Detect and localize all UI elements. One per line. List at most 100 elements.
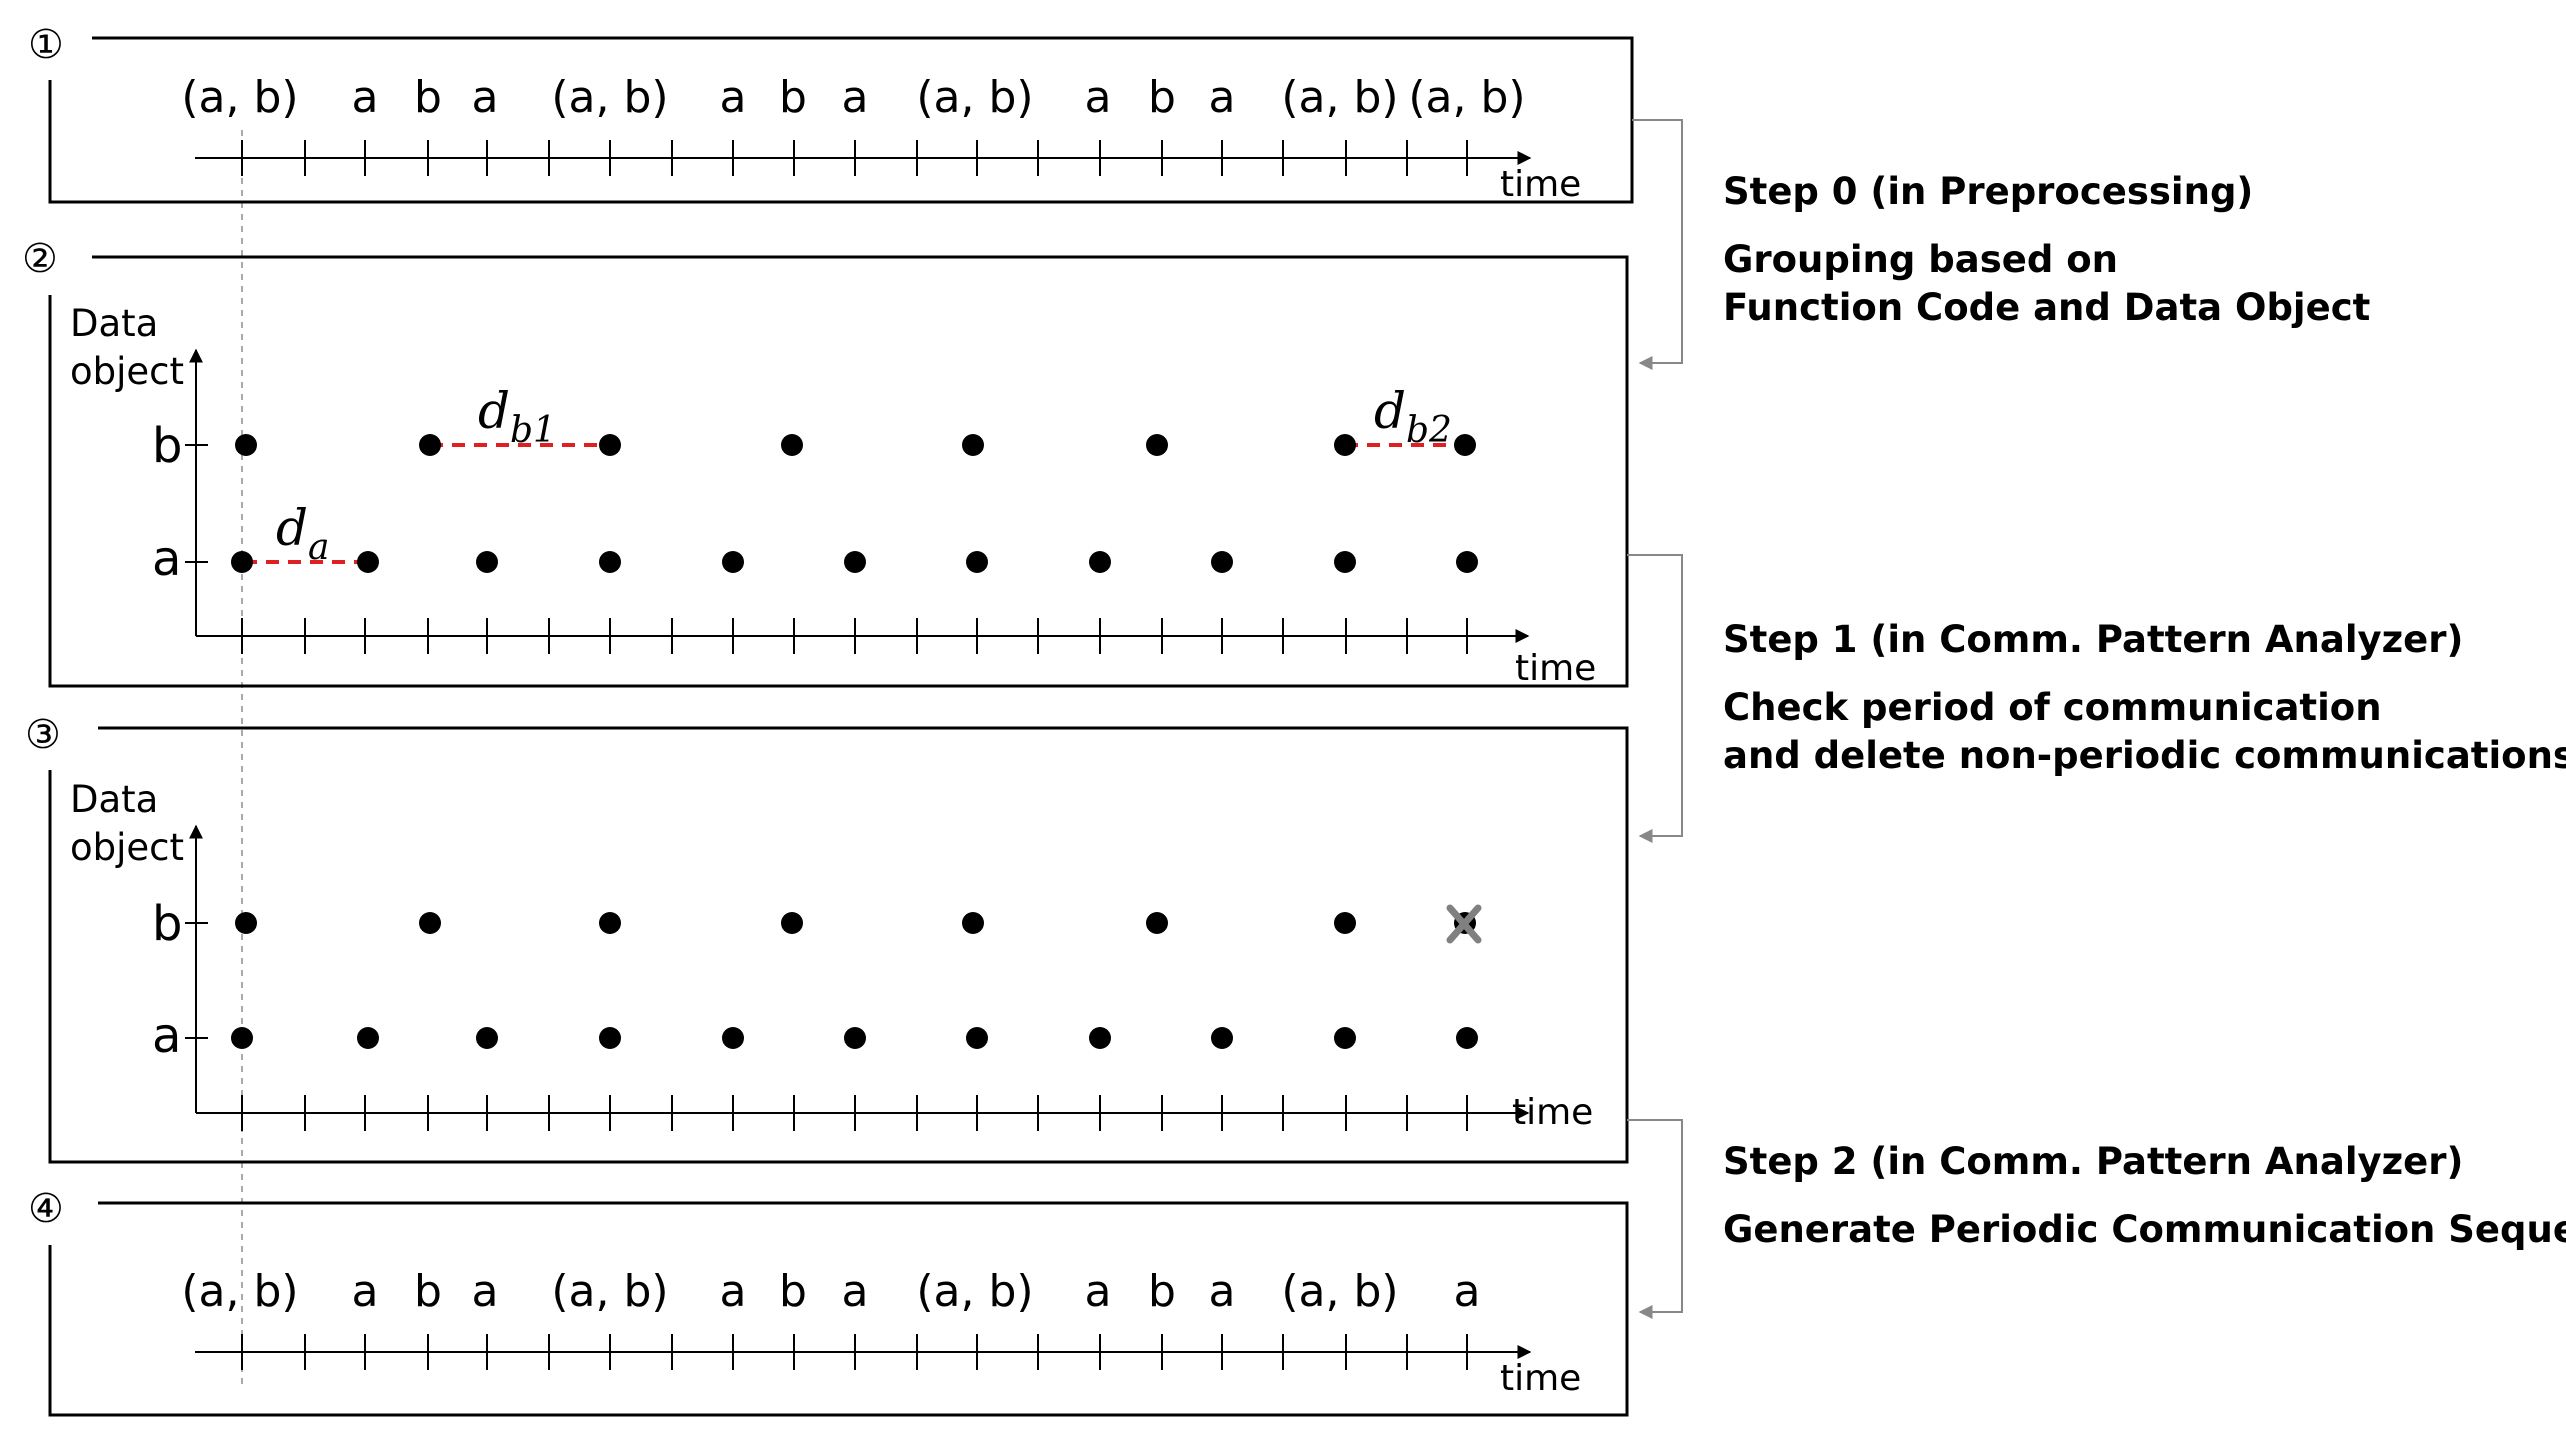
step-1-description: Step 1 (in Comm. Pattern Analyzer) Check…	[1723, 618, 2566, 777]
panel-2-ticks	[241, 618, 1468, 654]
event-point-b	[235, 434, 257, 456]
sequence-item: (a, b)	[551, 72, 668, 123]
panel-2: ② Data object b a da db1 db2 time	[22, 236, 1629, 689]
event-point-a	[1334, 1027, 1356, 1049]
sequence-item: (a, b)	[1281, 1266, 1398, 1317]
event-point-a	[357, 1027, 379, 1049]
step-1-desc-line1: Check period of communication	[1723, 686, 2382, 729]
step-2-connector-arrow	[1627, 1119, 1683, 1319]
panel-2-points	[231, 434, 1478, 573]
event-point-a	[1456, 551, 1478, 573]
event-point-a	[1211, 551, 1233, 573]
panel-4-frame	[48, 1201, 1629, 1417]
sequence-item: (a, b)	[916, 1266, 1033, 1317]
event-point-a	[599, 551, 621, 573]
event-point-b	[1146, 912, 1168, 934]
panel-4-sequence: (a, b) a b a (a, b) a b a (a, b) a b a (a, b) a	[181, 1266, 1480, 1317]
panel-4: ④ (a, b) a b a (a, b) a b a (a, b) a b a (a, b) a tim…	[28, 1186, 1629, 1417]
event-point-a	[476, 551, 498, 573]
panel-3-number: ③	[25, 712, 61, 758]
step-0-desc-line1: Grouping based on	[1723, 238, 2118, 281]
step-0-desc-line2: Function Code and Data Object	[1723, 286, 2370, 329]
panel-2-time-label: time	[1515, 648, 1596, 689]
event-point-a	[966, 551, 988, 573]
event-point-a	[722, 1027, 744, 1049]
event-point-b	[1454, 434, 1476, 456]
distance-db1-label: db1	[478, 382, 556, 451]
event-point-b	[1334, 912, 1356, 934]
sequence-item: a	[1085, 72, 1112, 123]
event-point-a	[722, 551, 744, 573]
step-2-description: Step 2 (in Comm. Pattern Analyzer) Gener…	[1723, 1140, 2566, 1251]
event-point-b	[235, 912, 257, 934]
step-1-title: Step 1 (in Comm. Pattern Analyzer)	[1723, 618, 2463, 661]
event-point-a	[966, 1027, 988, 1049]
distance-db2-label: db2	[1374, 382, 1452, 451]
step-2-title: Step 2 (in Comm. Pattern Analyzer)	[1723, 1140, 2463, 1183]
sequence-item: b	[779, 72, 807, 123]
panel-1-ticks	[241, 140, 1468, 176]
event-point-b	[781, 434, 803, 456]
sequence-item: (a, b)	[551, 1266, 668, 1317]
panel-2-y-axis-label-line1: Data	[70, 302, 158, 345]
event-point-b	[419, 912, 441, 934]
panel-2-row-label-a: a	[152, 531, 181, 587]
sequence-item: (a, b)	[1281, 72, 1398, 123]
event-point-a	[476, 1027, 498, 1049]
event-point-b	[1334, 434, 1356, 456]
step-1-connector-arrow	[1627, 554, 1683, 843]
panel-1-number: ①	[28, 22, 64, 68]
panel-3-row-label-a: a	[152, 1008, 181, 1064]
sequence-item: a	[352, 1266, 379, 1317]
panel-3-row-label-b: b	[152, 896, 182, 952]
panel-1-sequence: (a, b) a b a (a, b) a b a (a, b) a b a (a, b) (a, b)	[181, 72, 1525, 123]
distance-da-label: da	[276, 499, 329, 568]
sequence-item: b	[1148, 72, 1176, 123]
event-point-a	[1334, 551, 1356, 573]
sequence-item: a	[472, 1266, 499, 1317]
panel-4-number: ④	[28, 1186, 64, 1232]
panel-2-row-label-b: b	[152, 418, 182, 474]
sequence-item: b	[414, 72, 442, 123]
sequence-item: (a, b)	[916, 72, 1033, 123]
sequence-item: a	[1085, 1266, 1112, 1317]
panel-4-ticks	[241, 1334, 1468, 1370]
sequence-item: a	[842, 1266, 869, 1317]
event-point-b	[599, 912, 621, 934]
event-point-a	[1089, 1027, 1111, 1049]
removed-point-mark	[1446, 904, 1482, 944]
event-point-a	[231, 1027, 253, 1049]
sequence-item: a	[1454, 1266, 1481, 1317]
event-point-a	[1089, 551, 1111, 573]
event-point-a	[357, 551, 379, 573]
step-0-description: Step 0 (in Preprocessing) Grouping based…	[1723, 170, 2370, 329]
event-point-a	[599, 1027, 621, 1049]
panel-4-time-label: time	[1500, 1358, 1581, 1399]
sequence-item: b	[1148, 1266, 1176, 1317]
panel-1-time-label: time	[1500, 164, 1581, 205]
panel-3: ③ Data object b a time	[25, 712, 1629, 1164]
sequence-item: b	[779, 1266, 807, 1317]
sequence-item: a	[472, 72, 499, 123]
panel-3-y-axis-label-line1: Data	[70, 778, 158, 821]
sequence-item: a	[842, 72, 869, 123]
sequence-item: (a, b)	[181, 1266, 298, 1317]
sequence-item: (a, b)	[181, 72, 298, 123]
panel-2-y-axis-label-line2: object	[70, 350, 184, 393]
panel-2-number: ②	[22, 236, 58, 282]
panel-3-points	[231, 912, 1478, 1049]
sequence-item: a	[720, 1266, 747, 1317]
panel-3-y-axis-label-line2: object	[70, 826, 184, 869]
event-point-b	[419, 434, 441, 456]
step-0-connector-arrow	[1632, 119, 1683, 370]
step-0-title: Step 0 (in Preprocessing)	[1723, 170, 2253, 213]
panel-1: ① (a, b) a b a (a, b) a b a (a, b) a b a (a, b) (a, b…	[28, 22, 1634, 205]
event-point-b	[599, 434, 621, 456]
panel-3-time-label: time	[1512, 1092, 1593, 1133]
event-point-a	[844, 1027, 866, 1049]
step-1-desc-line2: and delete non-periodic communications	[1723, 734, 2566, 777]
sequence-item: a	[720, 72, 747, 123]
event-point-b	[1146, 434, 1168, 456]
panel-3-frame	[48, 726, 1629, 1164]
